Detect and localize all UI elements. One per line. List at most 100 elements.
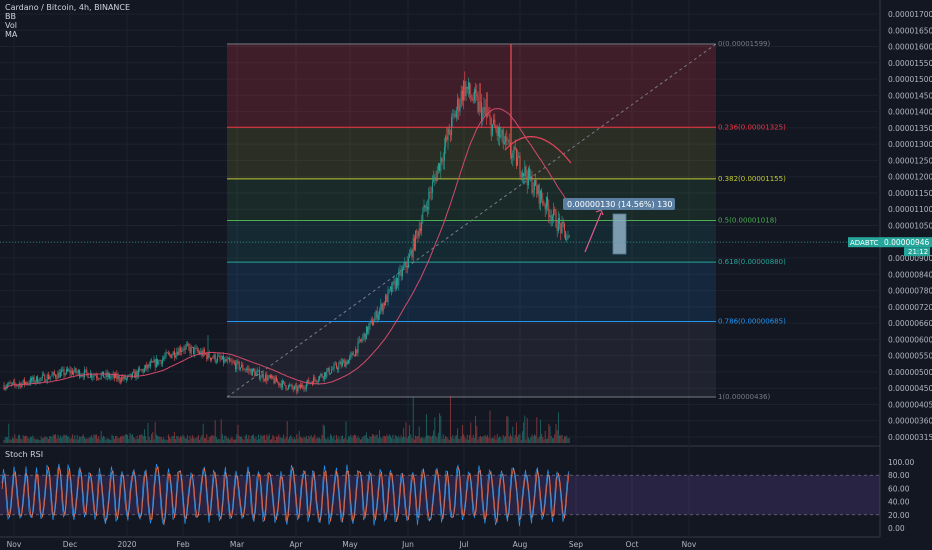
candle-body [260, 377, 262, 379]
candle-body [327, 367, 329, 371]
volume-bar [302, 438, 304, 443]
candle-body [256, 370, 258, 373]
candle-body [278, 381, 280, 386]
volume-bar [232, 439, 234, 443]
y-tick-label: 0.00000360 [888, 417, 932, 426]
stoch-tick-label: 100.00 [888, 458, 914, 467]
volume-bar [437, 432, 439, 443]
candle-body [107, 374, 109, 377]
candle-body [209, 357, 211, 360]
volume-bar [49, 436, 51, 443]
volume-bar [434, 417, 436, 443]
volume-bar [501, 439, 503, 443]
volume-bar [188, 439, 190, 443]
candle-body [513, 147, 515, 153]
candle-body [502, 129, 504, 144]
fib-retracement: 0(0.00001599) 0.236(0.00001325) 0.382(0.00… [226, 40, 786, 401]
candle-body [121, 377, 123, 382]
candle-body [403, 266, 405, 269]
candle-body [178, 347, 180, 355]
volume-bar [376, 434, 378, 443]
volume-bar [139, 434, 141, 443]
volume-bar [127, 434, 129, 443]
candle-body [137, 368, 139, 377]
volume-bar [263, 434, 265, 443]
volume-bar [229, 439, 231, 443]
y-tick-label: 0.00001300 [888, 140, 932, 149]
volume-bar [158, 436, 160, 443]
volume-bar [79, 436, 81, 443]
volume-bar [27, 437, 29, 443]
chart-legend: Cardano / Bitcoin, 4h, BINANCE BB Vol MA [5, 3, 130, 39]
candle-body [223, 355, 225, 363]
candle-body [247, 368, 249, 370]
candle-body [245, 369, 247, 370]
candle-body [398, 271, 400, 286]
candle-body [473, 89, 475, 101]
stoch-rsi-label[interactable]: Stoch RSI [5, 450, 44, 459]
volume-bar [383, 435, 385, 443]
volume-bar [95, 434, 97, 443]
volume-bar [185, 438, 187, 443]
candle-body [401, 268, 403, 277]
volume-bar [517, 437, 519, 443]
candle-body [100, 374, 102, 379]
volume-bar [423, 438, 425, 443]
candle-body [323, 372, 325, 379]
candle-body [356, 349, 358, 353]
candle-body [205, 353, 207, 355]
volume-bar [7, 437, 9, 443]
volume-bar [478, 436, 480, 443]
candle-body [503, 142, 505, 144]
volume-bar [333, 435, 335, 443]
candle-body [452, 114, 454, 117]
candle-body [268, 375, 270, 378]
volume-bar [463, 434, 465, 443]
candle-body [146, 364, 148, 369]
volume-bar [200, 437, 202, 443]
candle-body [175, 355, 177, 358]
volume-bar [433, 430, 435, 443]
volume-bar [47, 438, 49, 443]
candle-body [442, 160, 444, 162]
volume-bar [53, 435, 55, 443]
candle-body [430, 192, 432, 194]
volume-bar [556, 430, 558, 443]
candle-body [488, 115, 490, 116]
indicator-ma[interactable]: MA [5, 30, 18, 39]
candle-body [435, 177, 437, 182]
candle-body [364, 333, 366, 340]
volume-bar [481, 437, 483, 443]
y-tick-label: 0.00001050 [888, 222, 932, 231]
candle-body [46, 375, 48, 382]
volume-bar [208, 437, 210, 443]
volume-bar [98, 435, 100, 443]
volume-bar [557, 412, 559, 443]
volume-bar [15, 438, 17, 443]
volume-bar [285, 437, 287, 443]
y-tick-label: 0.00000780 [888, 287, 932, 296]
candle-body [147, 364, 149, 369]
y-tick-label: 0.00000500 [888, 368, 932, 377]
volume-bar [356, 437, 358, 443]
volume-bar [525, 439, 527, 443]
last-price-tag [881, 237, 932, 248]
candle-body [385, 295, 387, 306]
volume-bar [250, 436, 252, 443]
candle-body [189, 347, 191, 353]
y-tick-label: 0.00001700 [888, 10, 932, 19]
candle-body [543, 203, 545, 205]
symbol-tag [848, 237, 882, 248]
volume-bar [488, 437, 490, 443]
candle-body [80, 375, 82, 377]
indicator-bb[interactable]: BB [5, 12, 16, 21]
volume-bar [160, 436, 162, 443]
volume-bar [124, 434, 126, 443]
y-tick-label: 0.00001550 [888, 59, 932, 68]
indicator-vol[interactable]: Vol [5, 21, 17, 30]
candle-body [415, 230, 417, 250]
volume-bar [167, 434, 169, 443]
volume-bar [227, 437, 229, 443]
candle-body [37, 376, 39, 383]
